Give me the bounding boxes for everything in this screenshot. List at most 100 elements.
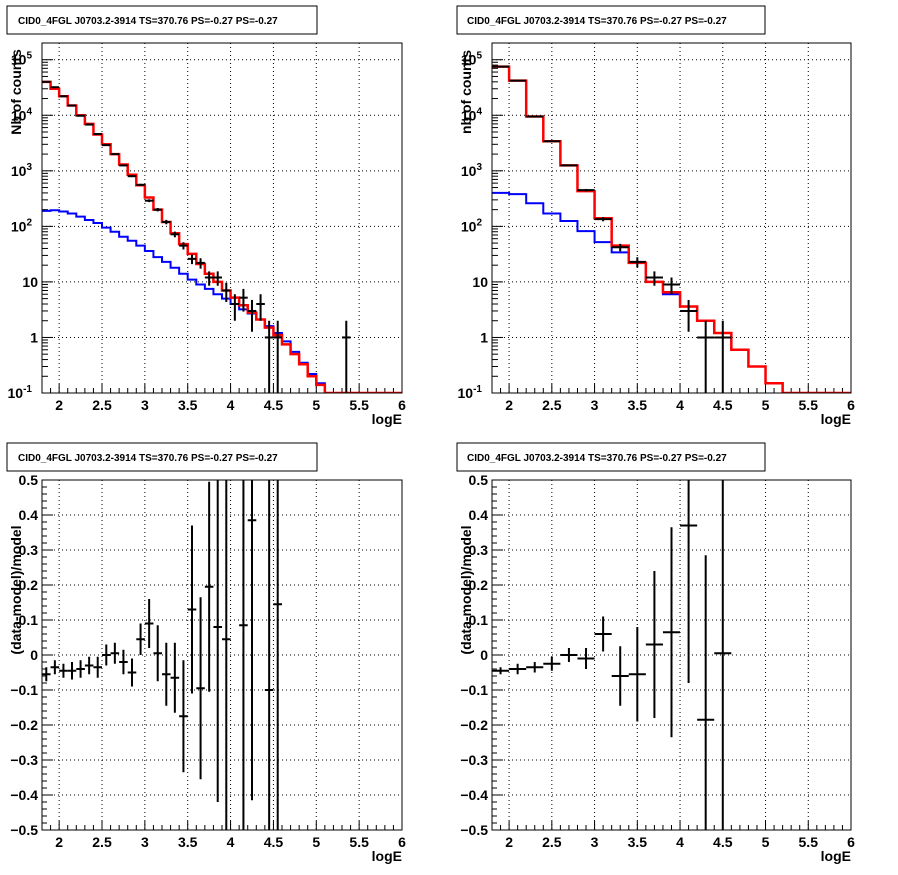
x-tick-label: 4 bbox=[676, 834, 684, 850]
y-tick-label: 0 bbox=[30, 647, 38, 663]
y-tick-label: 105 bbox=[461, 51, 483, 68]
y-tick-label: 0.2 bbox=[19, 577, 39, 593]
y-tick-exponent: 5 bbox=[476, 51, 482, 62]
x-tick-label: 4 bbox=[676, 397, 684, 413]
x-tick-label: 2 bbox=[55, 397, 63, 413]
x-tick-label: 3.5 bbox=[178, 834, 198, 850]
y-tick-exponent: 4 bbox=[26, 106, 32, 117]
y-tick-label: 0.4 bbox=[469, 507, 489, 523]
x-tick-label: 5 bbox=[312, 834, 320, 850]
y-tick-label: −0.1 bbox=[10, 682, 38, 698]
y-tick-label: −0.3 bbox=[10, 752, 38, 768]
y-tick-exponent: -1 bbox=[473, 384, 482, 395]
y-tick-label: 0.1 bbox=[469, 612, 489, 628]
x-tick-label: 2.5 bbox=[92, 397, 112, 413]
x-tick-label: 5.5 bbox=[349, 834, 369, 850]
y-tick-label: 0.5 bbox=[19, 472, 39, 488]
y-tick-exponent: 5 bbox=[26, 51, 32, 62]
x-tick-label: 4 bbox=[227, 397, 235, 413]
y-tick-label: 103 bbox=[461, 162, 483, 179]
x-tick-label: 6 bbox=[847, 397, 855, 413]
y-tick-exponent: 2 bbox=[26, 217, 32, 228]
y-tick-label: 0.3 bbox=[469, 542, 489, 558]
x-tick-label: 2.5 bbox=[92, 834, 112, 850]
x-tick-label: 4.5 bbox=[264, 834, 284, 850]
y-tick-label: 0.3 bbox=[19, 542, 39, 558]
title-box bbox=[456, 442, 766, 472]
y-tick-label: 102 bbox=[11, 217, 33, 234]
x-tick-label: 2 bbox=[55, 834, 63, 850]
chart-title: CID0_4FGL J0703.2-3914 TS=370.76 PS=-0.2… bbox=[467, 453, 727, 464]
x-axis-title: logE bbox=[372, 848, 402, 864]
y-tick-label: 0 bbox=[480, 647, 488, 663]
x-tick-label: 3.5 bbox=[178, 397, 198, 413]
x-tick-label: 2 bbox=[505, 834, 513, 850]
plot-frame bbox=[41, 42, 403, 394]
total-model-line bbox=[42, 80, 402, 393]
x-tick-label: 4 bbox=[227, 834, 235, 850]
y-tick-label: 1 bbox=[480, 329, 488, 345]
y-tick-label: 103 bbox=[11, 162, 33, 179]
x-tick-label: 2.5 bbox=[542, 397, 562, 413]
x-axis-title: logE bbox=[821, 411, 851, 427]
x-axis-title: logE bbox=[372, 411, 402, 427]
plot-frame bbox=[491, 479, 852, 831]
y-tick-label: 0.2 bbox=[469, 577, 489, 593]
x-tick-label: 3.5 bbox=[628, 397, 648, 413]
x-tick-label: 3 bbox=[591, 834, 599, 850]
y-axis-title: Nb of counts bbox=[8, 49, 24, 135]
y-tick-label: 10 bbox=[22, 274, 38, 290]
counts-panel-right: CID0_4FGL J0703.2-3914 TS=370.76 PS=-0.2… bbox=[456, 5, 855, 427]
x-tick-label: 5 bbox=[762, 397, 770, 413]
x-tick-label: 6 bbox=[398, 397, 406, 413]
y-tick-label: 1 bbox=[30, 329, 38, 345]
chart-title: CID0_4FGL J0703.2-3914 TS=370.76 PS=-0.2… bbox=[18, 453, 278, 464]
y-tick-exponent: 2 bbox=[476, 217, 482, 228]
x-axis-title: logE bbox=[821, 848, 851, 864]
x-tick-label: 5.5 bbox=[349, 397, 369, 413]
x-tick-label: 3.5 bbox=[628, 834, 648, 850]
x-tick-label: 4.5 bbox=[713, 397, 733, 413]
title-box bbox=[6, 5, 318, 35]
y-tick-label: −0.2 bbox=[460, 717, 488, 733]
x-tick-label: 2.5 bbox=[542, 834, 562, 850]
x-tick-label: 4.5 bbox=[713, 834, 733, 850]
total-model-line bbox=[492, 65, 851, 393]
y-tick-label: 10-1 bbox=[458, 384, 483, 401]
x-tick-label: 4.5 bbox=[264, 397, 284, 413]
y-tick-label: −0.4 bbox=[10, 787, 38, 803]
y-tick-label: 105 bbox=[11, 51, 33, 68]
title-box bbox=[456, 5, 766, 35]
y-tick-exponent: 3 bbox=[476, 162, 482, 173]
y-tick-label: 0.4 bbox=[19, 507, 39, 523]
y-axis-title: nb of counts bbox=[458, 50, 474, 134]
x-tick-label: 5.5 bbox=[799, 834, 819, 850]
y-tick-exponent: -1 bbox=[23, 384, 32, 395]
title-box bbox=[6, 442, 318, 472]
y-tick-label: −0.4 bbox=[460, 787, 488, 803]
y-axis-title: (data-model)/model bbox=[458, 525, 474, 654]
x-tick-label: 6 bbox=[847, 834, 855, 850]
y-tick-label: 0.5 bbox=[469, 472, 489, 488]
y-tick-label: 0.1 bbox=[19, 612, 39, 628]
plot-frame bbox=[491, 42, 852, 394]
chart-title: CID0_4FGL J0703.2-3914 TS=370.76 PS=-0.2… bbox=[467, 16, 727, 27]
x-tick-label: 6 bbox=[398, 834, 406, 850]
component-model-line bbox=[42, 209, 402, 393]
y-tick-label: 10 bbox=[472, 274, 488, 290]
y-tick-label: 10-1 bbox=[8, 384, 33, 401]
y-tick-label: 104 bbox=[11, 106, 33, 123]
counts-panel-left: CID0_4FGL J0703.2-3914 TS=370.76 PS=-0.2… bbox=[6, 5, 406, 427]
chart-title: CID0_4FGL J0703.2-3914 TS=370.76 PS=-0.2… bbox=[18, 16, 278, 27]
y-axis-title: (data-model)/model bbox=[8, 525, 24, 654]
y-tick-label: −0.2 bbox=[10, 717, 38, 733]
y-tick-label: −0.5 bbox=[10, 822, 38, 838]
y-tick-label: −0.1 bbox=[460, 682, 488, 698]
y-tick-label: −0.3 bbox=[460, 752, 488, 768]
x-tick-label: 3 bbox=[591, 397, 599, 413]
x-tick-label: 5 bbox=[312, 397, 320, 413]
plot-frame bbox=[41, 479, 403, 831]
y-tick-label: 104 bbox=[461, 106, 483, 123]
residuals-panel-left: CID0_4FGL J0703.2-3914 TS=370.76 PS=-0.2… bbox=[6, 442, 406, 864]
